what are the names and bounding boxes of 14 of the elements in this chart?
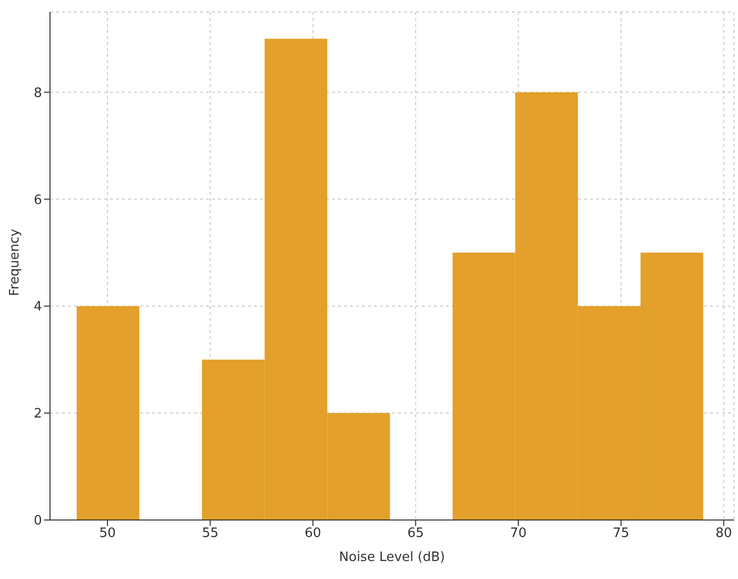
x-tick-label: 80 [715,526,732,542]
x-tick-label: 70 [510,526,527,542]
y-tick-label: 0 [34,514,42,529]
x-tick-label: 65 [407,526,424,542]
y-axis-title: Frequency [8,228,23,296]
x-tick-label: 60 [304,526,322,542]
y-tick-label: 2 [34,406,42,422]
y-tick-label: 4 [34,300,42,315]
y-tick-label: 6 [34,192,42,208]
x-axis-title: Noise Level (dB) [339,550,445,565]
y-tick-label: 8 [34,86,42,101]
x-tick-label: 75 [612,526,630,542]
x-tick-label: 55 [202,526,218,542]
x-tick-label: 50 [99,526,116,542]
